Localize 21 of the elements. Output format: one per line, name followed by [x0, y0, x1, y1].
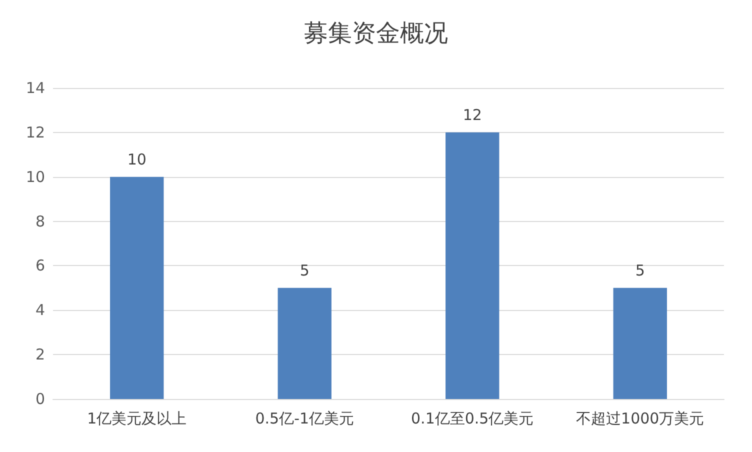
- chart-title: 募集资金概况: [304, 19, 448, 47]
- bar: [278, 288, 332, 399]
- bar: [613, 288, 667, 399]
- y-tick-label: 12: [26, 123, 45, 142]
- data-label: 5: [300, 261, 310, 280]
- y-tick-label: 4: [35, 301, 45, 320]
- y-tick-label: 8: [35, 212, 45, 230]
- data-label: 12: [462, 106, 482, 124]
- x-tick-label: 不超过1000万美元: [576, 410, 704, 428]
- data-label: 5: [635, 261, 645, 280]
- data-label: 10: [127, 150, 146, 168]
- y-tick-label: 0: [35, 390, 45, 408]
- bar: [446, 132, 500, 399]
- y-tick-label: 2: [35, 346, 45, 364]
- bar: [110, 176, 164, 399]
- x-tick-label: 1亿美元及以上: [87, 410, 187, 428]
- y-tick-label: 14: [26, 79, 45, 97]
- y-tick-label: 6: [35, 256, 45, 275]
- x-tick-label: 0.1亿至0.5亿美元: [411, 410, 534, 428]
- x-tick-label: 0.5亿-1亿美元: [255, 410, 354, 428]
- y-tick-label: 10: [26, 168, 45, 186]
